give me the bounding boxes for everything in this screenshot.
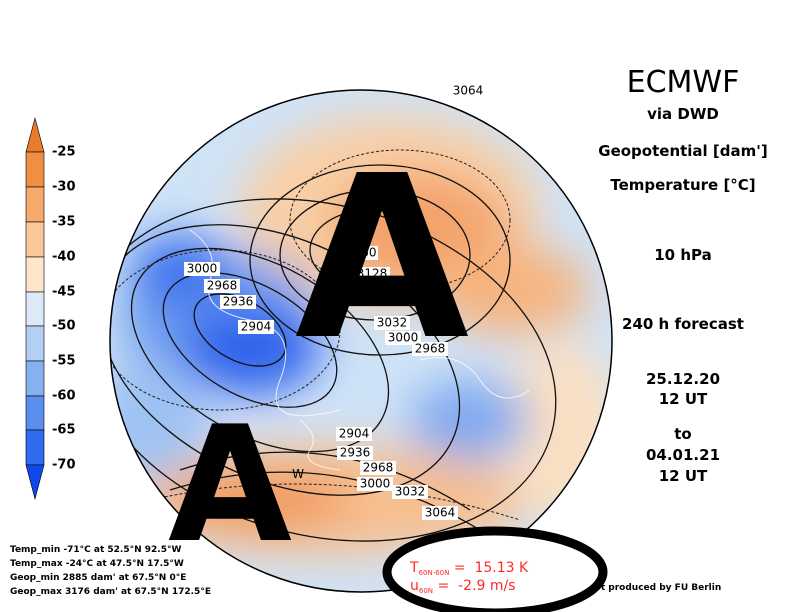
contour-label: 2904 xyxy=(339,427,370,441)
contour-label: 3032 xyxy=(377,316,408,330)
contour-label: 2936 xyxy=(223,295,254,309)
valid-from-time: 12 UT xyxy=(659,390,708,408)
valid-to-time: 12 UT xyxy=(659,467,708,485)
highlight-ellipse xyxy=(382,526,608,612)
stat-line: Geop_max 3176 dam' at 67.5°N 172.5°E xyxy=(10,587,211,597)
contour-label: 3000 xyxy=(360,477,391,491)
valid-to-date: 04.01.21 xyxy=(646,446,720,464)
colorbar-label: -65 xyxy=(52,423,76,438)
contour-label: 3064 xyxy=(425,506,456,520)
source: via DWD xyxy=(647,105,719,123)
header-panel: ECMWF via DWD Geopotential [dam'] Temper… xyxy=(598,65,767,485)
colorbar-label: -50 xyxy=(52,319,76,334)
colorbar-label: -40 xyxy=(52,250,76,265)
annotation-letter: A xyxy=(295,128,469,390)
credit: Plot produced by FU Berlin xyxy=(585,583,721,593)
contour-label: 2968 xyxy=(207,279,238,293)
t-value: = 15.13 K xyxy=(449,560,529,576)
colorbar-label: -55 xyxy=(52,354,76,369)
annotation-letter: A xyxy=(168,391,292,578)
model-title: ECMWF xyxy=(627,65,740,100)
t-index: T60N-60N = 15.13 K xyxy=(409,560,529,577)
contour-label: 3064 xyxy=(453,84,484,98)
contour-labels: 3064 160 3128 3000 2968 2936 2904 3032 3… xyxy=(184,84,486,520)
t-subscript: 60N-60N xyxy=(419,569,450,577)
colorbar-label: -25 xyxy=(52,145,76,160)
stat-line: Temp_min -71°C at 52.5°N 92.5°W xyxy=(10,545,181,555)
stat-line: Geop_min 2885 dam' at 67.5°N 0°E xyxy=(10,573,186,583)
colorbar-label: -30 xyxy=(52,180,76,195)
contour-label: 3000 xyxy=(388,331,419,345)
u-symbol: u xyxy=(410,578,419,594)
colorbar-label: -60 xyxy=(52,389,76,404)
contour-label: 2936 xyxy=(340,446,371,460)
contour-label: 3032 xyxy=(395,485,426,499)
u-value: = -2.9 m/s xyxy=(433,578,516,594)
valid-from-date: 25.12.20 xyxy=(646,370,720,388)
annotation-letter: W xyxy=(292,467,304,481)
contour-label: 160 xyxy=(354,246,377,260)
map-border xyxy=(109,89,613,593)
colorbar: -25 -30 -35 -40 -45 -50 -55 -60 -65 -70 xyxy=(25,116,76,501)
u-subscript: 60N xyxy=(419,587,433,595)
stat-line: Temp_max -24°C at 47.5°N 17.5°W xyxy=(10,559,184,569)
colorbar-label: -70 xyxy=(52,458,76,473)
variable: Temperature [°C] xyxy=(610,176,755,194)
t-symbol: T xyxy=(409,560,419,576)
to: to xyxy=(674,425,691,443)
temperature-contours xyxy=(110,149,521,521)
contour-label: 2968 xyxy=(363,461,394,475)
forecast: 240 h forecast xyxy=(622,315,744,333)
colorbar-label: -35 xyxy=(52,215,76,230)
u-index: u60N = -2.9 m/s xyxy=(410,578,516,595)
level: 10 hPa xyxy=(654,246,712,264)
stats: Temp_min -71°C at 52.5°N 92.5°W Temp_max… xyxy=(10,545,211,597)
colorbar-label: -45 xyxy=(52,285,76,300)
contour-label: 3000 xyxy=(187,262,218,276)
variable: Geopotential [dam'] xyxy=(598,142,767,160)
contour-label: 3128 xyxy=(357,267,388,281)
contour-label: 2904 xyxy=(241,320,272,334)
map-disc xyxy=(110,90,612,592)
contour-label: 2968 xyxy=(415,342,446,356)
